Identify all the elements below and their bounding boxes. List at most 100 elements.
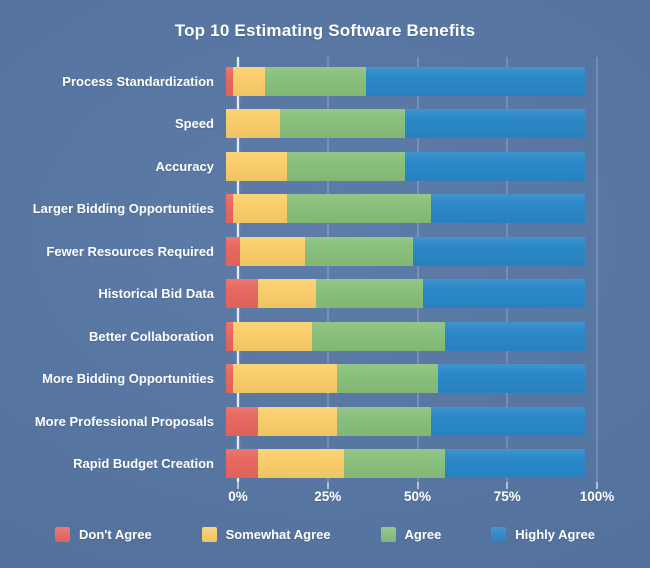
bar-row: Process Standardization [0, 60, 650, 103]
bar-segment-don-t-agree [226, 279, 259, 309]
x-axis-labels: 0% 25% 50% 75% 100% [228, 489, 614, 505]
gridline-25 [326, 57, 329, 482]
bar-segment-highly-agree [405, 151, 585, 181]
bar-segment-don-t-agree [226, 194, 234, 224]
bar-segment-somewhat-agree [233, 66, 266, 96]
legend-label: Highly Agree [515, 526, 595, 542]
legend-item-somewhat-agree: Somewhat Agree [201, 526, 331, 542]
category-label: Rapid Budget Creation [73, 456, 214, 472]
tick-75 [506, 482, 509, 489]
bar-segment-highly-agree [430, 406, 585, 436]
bar-segment-agree [287, 151, 406, 181]
gridline-100 [596, 57, 598, 482]
bar-track [226, 151, 585, 181]
bar-row: Rapid Budget Creation [0, 443, 650, 486]
legend-swatch-highly-agree [491, 526, 507, 542]
bar-segment-agree [315, 279, 424, 309]
bar-segment-agree [265, 66, 366, 96]
bar-segment-somewhat-agree [233, 321, 313, 351]
bar-track [226, 194, 585, 224]
category-label: Fewer Resources Required [46, 243, 214, 259]
legend-label: Don't Agree [79, 526, 152, 542]
bar-row: Speed [0, 103, 650, 146]
legend-swatch-somewhat-agree [201, 526, 217, 542]
bar-segment-highly-agree [405, 109, 585, 139]
legend-label: Agree [404, 526, 442, 542]
tick-25 [326, 482, 329, 489]
bar-row: More Professional Proposals [0, 400, 650, 443]
category-label: Larger Bidding Opportunities [32, 201, 214, 217]
bar-segment-somewhat-agree [233, 194, 288, 224]
bar-segment-somewhat-agree [258, 449, 345, 479]
legend-swatch-don-t-agree [55, 526, 70, 542]
bar-segment-somewhat-agree [258, 406, 338, 436]
legend-label: Somewhat Agree [225, 526, 331, 542]
category-label: Speed [174, 116, 214, 132]
bar-row: Larger Bidding Opportunities [0, 188, 650, 231]
x-axis-ticks [237, 482, 598, 489]
legend: Don't Agree Somewhat Agree Agree Highly Agr… [55, 524, 595, 544]
tick-50 [416, 482, 419, 489]
bar-segment-don-t-agree [226, 449, 259, 479]
bar-segment-agree [304, 236, 413, 266]
category-label: Accuracy [155, 158, 214, 174]
bar-segment-don-t-agree [226, 406, 259, 436]
axis-label-25: 25% [314, 489, 342, 504]
bar-segment-agree [337, 364, 438, 394]
bar-segment-don-t-agree [226, 321, 234, 351]
grid-layer [237, 57, 598, 482]
gridline-75 [506, 57, 509, 482]
bar-segment-highly-agree [430, 194, 585, 224]
legend-item-don-t-agree: Don't Agree [55, 526, 152, 542]
category-label: Historical Bid Data [98, 286, 214, 302]
bar-segment-agree [312, 321, 445, 351]
bar-segment-highly-agree [437, 364, 585, 394]
bar-segment-somewhat-agree [233, 364, 338, 394]
bar-segment-don-t-agree [226, 236, 241, 266]
category-label: More Bidding Opportunities [42, 371, 214, 387]
legend-item-highly-agree: Highly Agree [491, 526, 595, 542]
bar-segment-somewhat-agree [258, 279, 316, 309]
axis-label-0: 0% [228, 489, 248, 504]
bar-rows: Process Standardization Speed Accuracy Larg… [0, 60, 650, 485]
bar-row: Better Collaboration [0, 315, 650, 358]
bar-segment-highly-agree [412, 236, 585, 266]
axis-label-100: 100% [579, 489, 615, 504]
legend-item-agree: Agree [380, 526, 442, 542]
chart-title: Top 10 Estimating Software Benefits [174, 21, 476, 40]
axis-label-75: 75% [493, 489, 521, 504]
y-axis-line [237, 57, 239, 482]
category-label: Better Collaboration [89, 328, 214, 344]
bar-segment-agree [337, 406, 431, 436]
bar-segment-don-t-agree [226, 364, 234, 394]
bar-segment-somewhat-agree [226, 151, 288, 181]
bar-track [226, 321, 585, 351]
bar-segment-highly-agree [423, 279, 585, 309]
bar-segment-don-t-agree [226, 66, 234, 96]
tick-100 [596, 482, 598, 489]
bar-row: Accuracy [0, 145, 650, 188]
bar-segment-highly-agree [365, 66, 585, 96]
gridline-50 [416, 57, 419, 482]
bar-segment-somewhat-agree [240, 236, 305, 266]
legend-swatch-agree [380, 526, 396, 542]
bar-segment-highly-agree [444, 321, 585, 351]
axis-label-50: 50% [403, 489, 432, 504]
bar-row: Fewer Resources Required [0, 230, 650, 273]
bar-track [226, 236, 585, 266]
bar-track [226, 449, 585, 479]
bar-segment-agree [287, 194, 431, 224]
bar-segment-somewhat-agree [226, 109, 280, 139]
bar-track [226, 279, 585, 309]
bar-row: Historical Bid Data [0, 273, 650, 316]
category-label: Process Standardization [62, 73, 214, 89]
bar-row: More Bidding Opportunities [0, 358, 650, 401]
bar-track [226, 364, 585, 394]
tick-0 [237, 482, 239, 489]
bar-track [226, 109, 585, 139]
bar-segment-highly-agree [444, 449, 585, 479]
bar-track [226, 66, 585, 96]
bar-segment-agree [279, 109, 406, 139]
category-label: More Professional Proposals [34, 413, 214, 429]
